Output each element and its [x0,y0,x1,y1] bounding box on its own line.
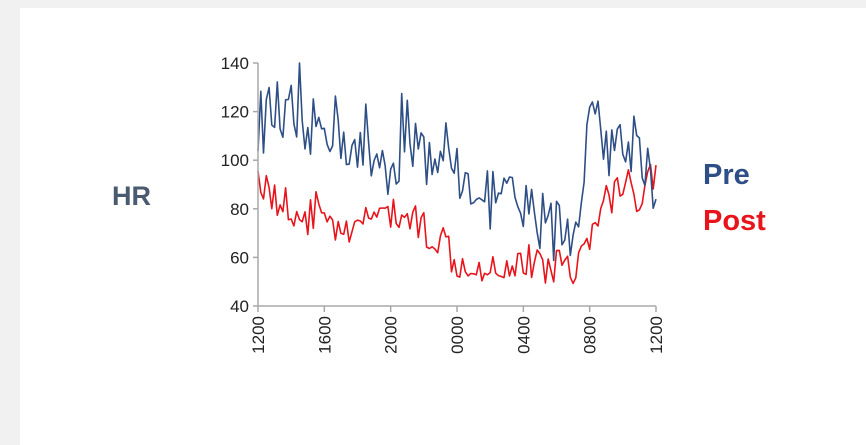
y-tick-label: 40 [230,297,249,316]
x-tick-label: 0400 [514,316,533,354]
y-tick-label: 60 [230,248,249,267]
y-axis-title: HR [112,181,151,211]
x-tick-label: 0800 [581,316,600,354]
x-tick-label: 1200 [249,316,268,354]
legend-entry-pre: Pre [703,159,750,191]
x-tick-label: 1200 [647,316,666,354]
legend-entry-post: Post [703,205,766,237]
heart-rate-chart: 40 60 80 100 120 140 1200 1600 2000 0000 0400 0800… [112,54,766,354]
series-line-pre [257,62,657,262]
series-line-post [257,163,657,285]
y-tick-label: 140 [221,54,249,73]
y-tick-label: 100 [221,151,249,170]
x-tick-label: 1600 [315,316,334,354]
x-tick-label: 2000 [382,316,401,354]
y-tick-label: 120 [221,103,249,122]
x-tick-label: 0000 [448,316,467,354]
chart-card: 40 60 80 100 120 140 1200 1600 2000 0000 0400 0800… [20,8,866,445]
y-tick-label: 80 [230,200,249,219]
